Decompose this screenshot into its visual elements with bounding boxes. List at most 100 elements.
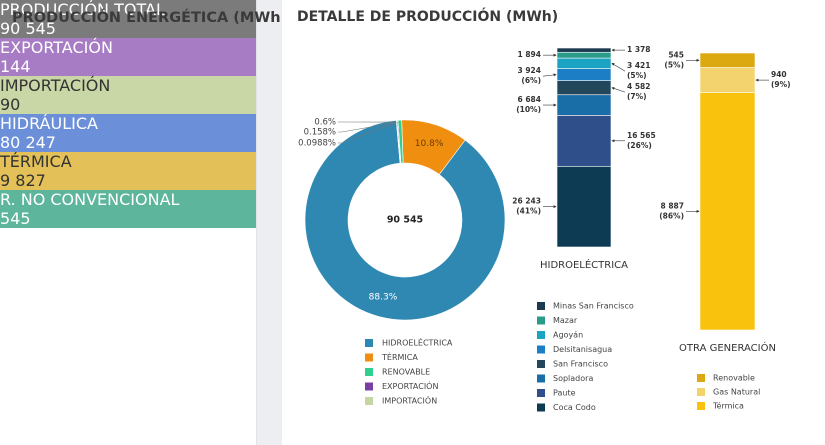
legend-swatch	[537, 360, 545, 368]
label-arrow	[611, 87, 626, 93]
value-label: 3 924	[518, 66, 542, 75]
kpi-card: HIDRÁULICA 80 247	[0, 114, 256, 152]
legend-label: San Francisco	[553, 360, 608, 369]
donut-slice	[395, 120, 401, 164]
legend-label: RENOVABLE	[382, 368, 430, 377]
kpi-card: IMPORTACIÓN 90	[0, 76, 256, 114]
legend-swatch	[697, 374, 705, 382]
kpi-card: TÉRMICA 9 827	[0, 152, 256, 190]
value-label: 4 582	[627, 82, 651, 91]
legend-label: Renovable	[713, 374, 755, 383]
kpi-label: TÉRMICA	[0, 152, 72, 171]
kpi-value: 144	[0, 57, 31, 76]
value-label: 6 684	[518, 95, 542, 104]
share-label: (41%)	[516, 207, 541, 216]
legend-label: HIDROELÉCTRICA	[382, 337, 453, 348]
donut-hole	[349, 164, 461, 276]
legend-swatch	[537, 316, 545, 325]
kpi-card: R. NO CONVENCIONAL 545	[0, 190, 256, 228]
stack-segment	[699, 52, 756, 68]
legend-swatch	[537, 331, 545, 339]
share-label: (5%)	[627, 71, 647, 80]
share-label: (10%)	[516, 105, 541, 114]
legend-label: Mazar	[553, 316, 578, 325]
kpi-label: IMPORTACIÓN	[0, 76, 111, 95]
right-panel: DETALLE DE PRODUCCIÓN (MWh) 88.3% 10.8% 0.…	[282, 0, 825, 445]
kpi-card: PRODUCCIÓN TOTAL 90 545	[0, 0, 256, 38]
kpi-card: EXPORTACIÓN 144	[0, 38, 256, 76]
kpi-label: PRODUCCIÓN TOTAL	[0, 0, 165, 19]
value-label: 3 421	[627, 61, 651, 70]
legend-label: Gas Natural	[713, 388, 760, 397]
kpi-value: 90 545	[0, 19, 56, 38]
legend-swatch	[537, 302, 545, 310]
legend-swatch	[697, 402, 705, 410]
legend-swatch	[365, 368, 373, 376]
stack-segment	[556, 51, 612, 59]
kpi-value: 80 247	[0, 133, 56, 152]
kpi-value: 90	[0, 95, 21, 114]
legend-swatch	[537, 374, 545, 383]
kpi-value: 9 827	[0, 171, 46, 190]
stack-segment	[556, 80, 612, 96]
kpi-label: R. NO CONVENCIONAL	[0, 190, 180, 209]
slice-label: 0.158%	[304, 128, 336, 138]
detail-title: DETALLE DE PRODUCCIÓN (MWh)	[297, 7, 558, 25]
label-arrow	[542, 73, 557, 77]
slice-label: 0.0988%	[298, 139, 336, 149]
panel-title: PRODUCCIÓN ENERGÉTICA (MWh)	[12, 10, 288, 26]
legend-label: Coca Codo	[553, 403, 596, 412]
legend-swatch	[537, 403, 545, 412]
legend-swatch	[365, 353, 373, 362]
legend-label: Delsitanisagua	[553, 345, 612, 354]
value-label: 8 887	[661, 201, 685, 210]
left-panel: PRODUCCIÓN ENERGÉTICA (MWh) PRODUCCIÓN T…	[0, 0, 287, 445]
donut-center: 90 545	[387, 215, 423, 226]
value-label: 1 894	[518, 50, 542, 59]
stack-segment	[556, 94, 612, 116]
slice-label: 10.8%	[415, 139, 444, 149]
detail-charts: DETALLE DE PRODUCCIÓN (MWh) 88.3% 10.8% 0.…	[297, 7, 791, 412]
kpi-label: HIDRÁULICA	[0, 114, 98, 133]
stack-segment	[699, 92, 756, 331]
leader-line	[338, 121, 398, 133]
legend-label: Minas San Francisco	[553, 302, 634, 311]
value-label: 26 243	[512, 197, 541, 206]
donut-slice	[304, 120, 506, 321]
leader-line	[338, 122, 397, 144]
legend-label: Agoyán	[553, 331, 583, 340]
stack-segment	[556, 165, 612, 248]
value-label: 16 565	[627, 131, 656, 140]
column-label: OTRA GENERACIÓN	[679, 341, 776, 354]
share-label: (7%)	[627, 92, 647, 101]
value-label: 1 378	[627, 45, 651, 54]
legend-label: IMPORTACIÓN	[382, 395, 437, 406]
stack-segment	[556, 115, 612, 167]
label-arrow	[611, 63, 626, 72]
stack-segment	[556, 47, 612, 53]
value-label: 940	[771, 70, 787, 79]
slice-label: 0.6%	[314, 118, 336, 128]
share-label: (5%)	[664, 60, 684, 69]
share-label: (86%)	[659, 211, 684, 220]
stack-segment	[699, 67, 756, 93]
value-label: 545	[668, 50, 684, 59]
legend-label: Térmica	[712, 401, 744, 411]
legend-label: TÉRMICA	[381, 351, 418, 362]
share-label: (6%)	[521, 76, 541, 85]
legend-swatch	[365, 339, 373, 347]
slice-label: 88.3%	[369, 292, 398, 302]
stack-segment	[556, 57, 612, 69]
legend-swatch	[365, 382, 373, 391]
kpi-value: 545	[0, 209, 31, 228]
legend-swatch	[365, 397, 373, 405]
column-label: HIDROELÉCTRICA	[540, 258, 628, 271]
legend-swatch	[537, 345, 545, 354]
legend-label: EXPORTACIÓN	[382, 380, 438, 391]
legend-label: Sopladora	[553, 374, 593, 383]
legend-swatch	[697, 388, 705, 396]
share-label: (9%)	[771, 80, 791, 89]
legend-label: Paute	[553, 389, 576, 398]
legend-swatch	[537, 389, 545, 397]
